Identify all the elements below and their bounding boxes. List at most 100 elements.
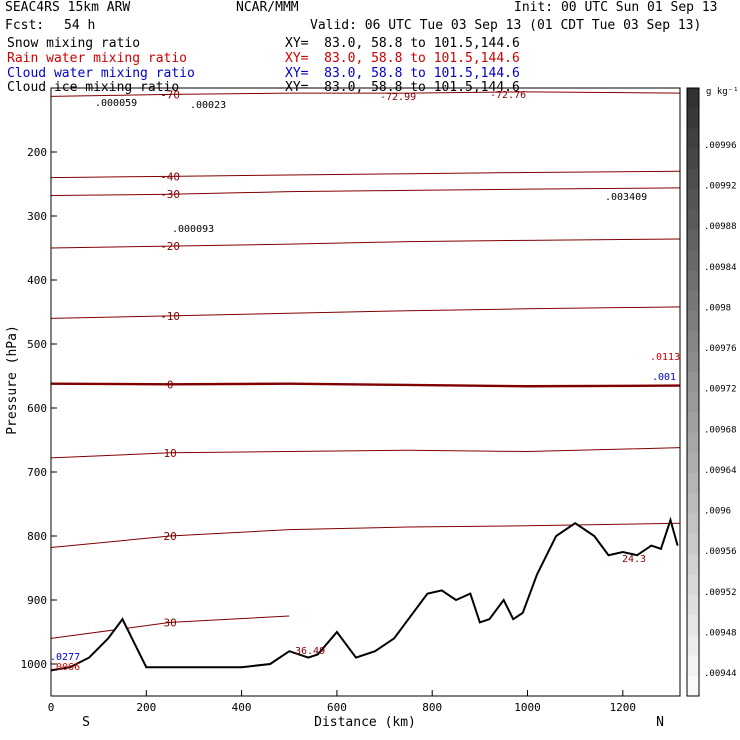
extrema-label-0: .000059: [95, 98, 137, 109]
y-tick-label-5: 700: [27, 466, 47, 479]
y-tick-label-0: 200: [27, 146, 47, 159]
contour-line-7: [50, 522, 681, 549]
colorbar-swatch-16: [687, 412, 699, 434]
colorbar-swatch-13: [687, 351, 699, 373]
colorbar-unit: g kg⁻¹: [706, 87, 739, 97]
contour-line-1: [50, 170, 681, 179]
y-tick-label-6: 800: [27, 530, 47, 543]
contour-label-5: 0: [167, 378, 174, 391]
colorbar-label-8: .00964: [704, 466, 737, 476]
model-title: SEAC4RS 15km ARW: [5, 0, 131, 15]
contour-line-6: [50, 447, 681, 459]
colorbar-label-1: .00992: [704, 182, 737, 192]
contour-line-3: [50, 238, 681, 249]
field-cloud-water-xy: XY= 83.0, 58.8 to 101.5,144.6: [285, 66, 520, 81]
colorbar-swatch-19: [687, 473, 699, 494]
extrema-label-1: .00023: [190, 100, 226, 111]
y-tick-label-4: 600: [27, 402, 47, 415]
contour-line-2: [50, 187, 681, 197]
forecast-label: Fcst:: [5, 18, 45, 33]
colorbar-swatch-25: [687, 594, 699, 616]
colorbar-swatch-23: [687, 554, 699, 575]
extrema-label-8: 24.3: [622, 554, 646, 565]
colorbar-swatch-26: [687, 614, 699, 636]
extrema-label-3: -72.76: [490, 90, 526, 101]
contour-label-3: -20: [160, 240, 180, 253]
extrema-label-9: 36.49: [295, 646, 325, 657]
field-rain-xy: XY= 83.0, 58.8 to 101.5,144.6: [285, 51, 520, 66]
contour-label-0: -70: [160, 88, 180, 101]
colorbar-swatch-12: [687, 331, 699, 352]
x-axis-south-label: S: [82, 715, 90, 730]
colorbar-swatch-29: [687, 675, 699, 697]
field-rain-name: Rain water mixing ratio: [7, 51, 188, 66]
contour-label-1: -40: [160, 170, 180, 183]
colorbar-label-12: .00948: [704, 628, 737, 638]
colorbar-swatch-0: [687, 88, 699, 109]
temperature-contours: -70 -40 -30 -20 -10 0 10 20 30: [50, 88, 681, 639]
x-axis-north-label: N: [656, 715, 664, 730]
y-axis-title: Pressure (hPa): [5, 325, 20, 435]
colorbar-label-11: .00952: [704, 588, 737, 598]
colorbar-swatch-21: [687, 513, 699, 535]
extrema-label-10: .0277: [50, 652, 80, 663]
valid-time: Valid: 06 UTC Tue 03 Sep 13 (01 CDT Tue …: [310, 18, 702, 33]
init-time: Init: 00 UTC Sun 01 Sep 13: [514, 0, 718, 15]
colorbar-swatch-10: [687, 290, 699, 312]
colorbar-swatch-3: [687, 148, 699, 170]
contour-label-6: 10: [164, 447, 177, 460]
contour-label-8: 30: [164, 616, 177, 629]
x-tick-label-5: 1000: [514, 701, 541, 714]
x-tick-label-4: 800: [422, 701, 442, 714]
extrema-labels: .000059 .00023 -72.99 -72.76 .000093 .003409.…: [50, 90, 680, 673]
x-tick-label-1: 200: [136, 701, 156, 714]
colorbar-swatch-11: [687, 310, 699, 332]
colorbar-label-6: .00972: [704, 385, 737, 395]
x-axis-title: Distance (km): [314, 715, 416, 730]
extrema-label-4: .000093: [172, 224, 214, 235]
field-snow-xy: XY= 83.0, 58.8 to 101.5,144.6: [285, 36, 520, 51]
colorbar-swatch-1: [687, 108, 699, 130]
colorbar-swatch-5: [687, 189, 699, 211]
colorbar-swatch-2: [687, 128, 699, 150]
x-tick-label-3: 600: [327, 701, 347, 714]
contour-line-5: [50, 382, 681, 388]
colorbar-swatch-14: [687, 371, 699, 393]
extrema-label-5: .003409: [605, 192, 647, 203]
forecast-hours: 54 h: [64, 18, 96, 33]
plot-frame: [50, 87, 681, 697]
colorbar-frame: [686, 87, 700, 697]
contour-label-2: -30: [160, 188, 180, 201]
organization-label: NCAR/MMM: [236, 0, 299, 15]
colorbar-swatch-27: [687, 635, 699, 656]
y-axis: 200 300 400 500 600 700 800 900 1000: [21, 146, 57, 671]
colorbar-swatch-9: [687, 270, 699, 292]
colorbar-swatch-28: [687, 655, 699, 677]
terrain-line: [50, 516, 679, 672]
y-tick-label-3: 500: [27, 338, 47, 351]
colorbar-swatch-20: [687, 493, 699, 515]
colorbar-label-9: .0096: [704, 507, 731, 517]
colorbar-swatch-24: [687, 574, 699, 596]
colorbar-label-4: .0098: [704, 303, 731, 313]
colorbar-label-0: .00996: [704, 141, 737, 151]
terrain-profile: [50, 516, 679, 696]
colorbar-label-3: .00984: [704, 263, 737, 273]
colorbar: .00996 .00992 .00988 .00984 .0098 .00976 .0097…: [686, 87, 737, 697]
y-tick-label-8: 1000: [21, 658, 48, 671]
contour-line-4: [50, 306, 681, 319]
colorbar-swatch-8: [687, 250, 699, 271]
colorbar-label-2: .00988: [704, 222, 737, 232]
colorbar-label-7: .00968: [704, 425, 737, 435]
contour-line-8: [50, 615, 290, 639]
extrema-label-7: .001: [652, 372, 676, 383]
extrema-label-11: .0066: [50, 662, 80, 673]
y-tick-label-1: 300: [27, 210, 47, 223]
colorbar-swatch-4: [687, 169, 699, 190]
x-tick-label-2: 400: [232, 701, 252, 714]
contour-label-4: -10: [160, 310, 180, 323]
colorbar-label-10: .00956: [704, 547, 737, 557]
y-tick-label-2: 400: [27, 274, 47, 287]
contour-label-7: 20: [164, 530, 177, 543]
extrema-label-6: .0113: [650, 352, 680, 363]
